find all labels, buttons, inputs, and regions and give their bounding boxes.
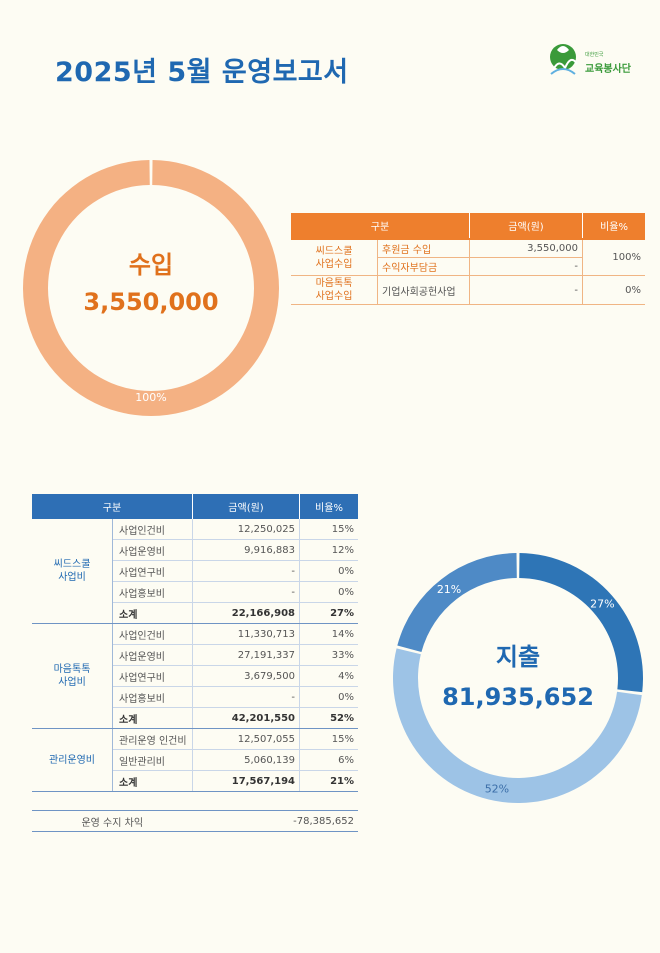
expense-item: 사업홍보비 bbox=[112, 581, 193, 603]
expense-slice-label-2: 21% bbox=[437, 583, 461, 596]
expense-item: 사업홍보비 bbox=[112, 686, 193, 708]
expense-amount: - bbox=[192, 560, 300, 582]
subtotal-row: 소계 22,166,908 27% bbox=[32, 602, 358, 624]
income-chart-total: 3,550,000 bbox=[83, 288, 219, 316]
expense-percent: 0% bbox=[299, 560, 358, 582]
income-item: 후원금 수입 bbox=[377, 238, 470, 258]
expense-chart-label: 지출 bbox=[495, 643, 541, 671]
expense-percent: 33% bbox=[299, 644, 358, 666]
expense-item: 사업운영비 bbox=[112, 539, 193, 561]
income-chart-label: 수입 bbox=[128, 251, 174, 279]
subtotal-row: 소계 17,567,194 21% bbox=[32, 770, 358, 792]
expense-item: 사업인건비 bbox=[112, 519, 193, 540]
expense-item: 사업연구비 bbox=[112, 665, 193, 687]
table-row: 씨드스쿨 사업비 사업인건비 12,250,025 15% bbox=[32, 519, 358, 624]
expense-category: 마음톡톡 사업비 bbox=[32, 623, 113, 729]
expense-amount: 11,330,713 bbox=[192, 623, 300, 645]
income-amount: - bbox=[469, 257, 583, 276]
logo-text: 교육봉사단 bbox=[585, 64, 631, 75]
income-amount: - bbox=[469, 275, 583, 305]
income-category: 마음톡톡 사업수입 bbox=[291, 275, 378, 305]
income-chart-percent: 100% bbox=[135, 391, 167, 404]
income-header-category: 구분 bbox=[291, 213, 470, 239]
expense-percent: 4% bbox=[299, 665, 358, 687]
table-row: 수익자부담금 - bbox=[291, 257, 645, 276]
subtotal-label: 소계 bbox=[112, 707, 193, 729]
subtotal-percent: 21% bbox=[299, 770, 358, 792]
expense-percent: 15% bbox=[299, 728, 358, 750]
expense-item: 사업연구비 bbox=[112, 560, 193, 582]
subtotal-percent: 27% bbox=[299, 602, 358, 624]
expense-category: 관리운영비 bbox=[32, 728, 113, 792]
expense-amount: 5,060,139 bbox=[192, 749, 300, 771]
income-amount: 3,550,000 bbox=[469, 238, 583, 258]
subtotal-label: 소계 bbox=[112, 770, 193, 792]
table-row: 사업연구비 - 0% bbox=[32, 560, 358, 582]
expense-header-amount: 금액(원) bbox=[192, 494, 300, 519]
expense-table: 구분 금액(원) 비율% 씨드스쿨 사업비 사업인건비 12,250,025 1… bbox=[32, 494, 358, 832]
table-row: 일반관리비 5,060,139 6% bbox=[32, 749, 358, 771]
expense-slice-label-0: 27% bbox=[590, 598, 614, 611]
subtotal-amount: 17,567,194 bbox=[192, 770, 300, 792]
table-row: 사업운영비 9,916,883 12% bbox=[32, 539, 358, 561]
expense-amount: - bbox=[192, 686, 300, 708]
expense-amount: 3,679,500 bbox=[192, 665, 300, 687]
subtotal-row: 소계 42,201,550 52% bbox=[32, 707, 358, 729]
expense-slice-label-1: 52% bbox=[485, 783, 509, 796]
expense-item: 사업인건비 bbox=[112, 623, 193, 645]
expense-percent: 0% bbox=[299, 686, 358, 708]
expense-slice-1 bbox=[393, 648, 642, 803]
income-percent: 100% bbox=[582, 238, 645, 276]
expense-header-category: 구분 bbox=[32, 494, 193, 519]
income-table-header: 구분 금액(원) 비율% bbox=[291, 213, 645, 239]
expense-percent: 12% bbox=[299, 539, 358, 561]
table-row: 마음톡톡 사업수입 기업사회공헌사업 - 0% bbox=[291, 275, 645, 305]
expense-amount: 27,191,337 bbox=[192, 644, 300, 666]
expense-slice-0 bbox=[519, 553, 643, 693]
difference-label: 운영 수지 차익 bbox=[32, 810, 193, 832]
expense-percent: 6% bbox=[299, 749, 358, 771]
difference-amount: -78,385,652 bbox=[192, 810, 358, 832]
page-title: 2025년 5월 운영보고서 bbox=[55, 57, 349, 88]
subtotal-percent: 52% bbox=[299, 707, 358, 729]
expense-amount: - bbox=[192, 581, 300, 603]
income-percent: 0% bbox=[582, 275, 645, 305]
income-item: 수익자부담금 bbox=[377, 257, 470, 276]
subtotal-label: 소계 bbox=[112, 602, 193, 624]
income-header-percent: 비율% bbox=[582, 213, 645, 239]
expense-chart-total: 81,935,652 bbox=[442, 683, 594, 711]
expense-item: 사업운영비 bbox=[112, 644, 193, 666]
expense-item: 일반관리비 bbox=[112, 749, 193, 771]
table-row: 관리운영비 관리운영 인건비 12,507,055 15% bbox=[32, 728, 358, 792]
expense-donut-chart: 27% 52% 21% bbox=[393, 553, 643, 803]
expense-category: 씨드스쿨 사업비 bbox=[32, 519, 113, 624]
table-row: 사업연구비 3,679,500 4% bbox=[32, 665, 358, 687]
expense-header-percent: 비율% bbox=[299, 494, 358, 519]
subtotal-amount: 22,166,908 bbox=[192, 602, 300, 624]
income-category: 씨드스쿨 사업수입 bbox=[291, 238, 378, 276]
table-row: 사업홍보비 - 0% bbox=[32, 581, 358, 603]
table-row: 씨드스쿨 사업수입 후원금 수입 3,550,000 100% bbox=[291, 238, 645, 276]
logo-subtext: 대한민국 bbox=[585, 52, 604, 58]
expense-amount: 9,916,883 bbox=[192, 539, 300, 561]
table-row: 마음톡톡 사업비 사업인건비 11,330,713 14% bbox=[32, 623, 358, 729]
income-table: 구분 금액(원) 비율% 씨드스쿨 사업수입 후원금 수입 3,550,000 … bbox=[291, 213, 645, 305]
expense-percent: 15% bbox=[299, 519, 358, 540]
expense-slice-2 bbox=[397, 553, 517, 652]
expense-percent: 0% bbox=[299, 581, 358, 603]
expense-item: 관리운영 인건비 bbox=[112, 728, 193, 750]
difference-row: 운영 수지 차익 -78,385,652 bbox=[32, 810, 358, 832]
expense-amount: 12,250,025 bbox=[192, 519, 300, 540]
table-row: 사업홍보비 - 0% bbox=[32, 686, 358, 708]
expense-table-header: 구분 금액(원) 비율% bbox=[32, 494, 358, 519]
table-row: 사업운영비 27,191,337 33% bbox=[32, 644, 358, 666]
income-header-amount: 금액(원) bbox=[469, 213, 583, 239]
expense-percent: 14% bbox=[299, 623, 358, 645]
spacer-row bbox=[32, 791, 358, 811]
leaf-logo-icon bbox=[550, 44, 578, 75]
subtotal-amount: 42,201,550 bbox=[192, 707, 300, 729]
expense-amount: 12,507,055 bbox=[192, 728, 300, 750]
income-item: 기업사회공헌사업 bbox=[377, 275, 470, 305]
